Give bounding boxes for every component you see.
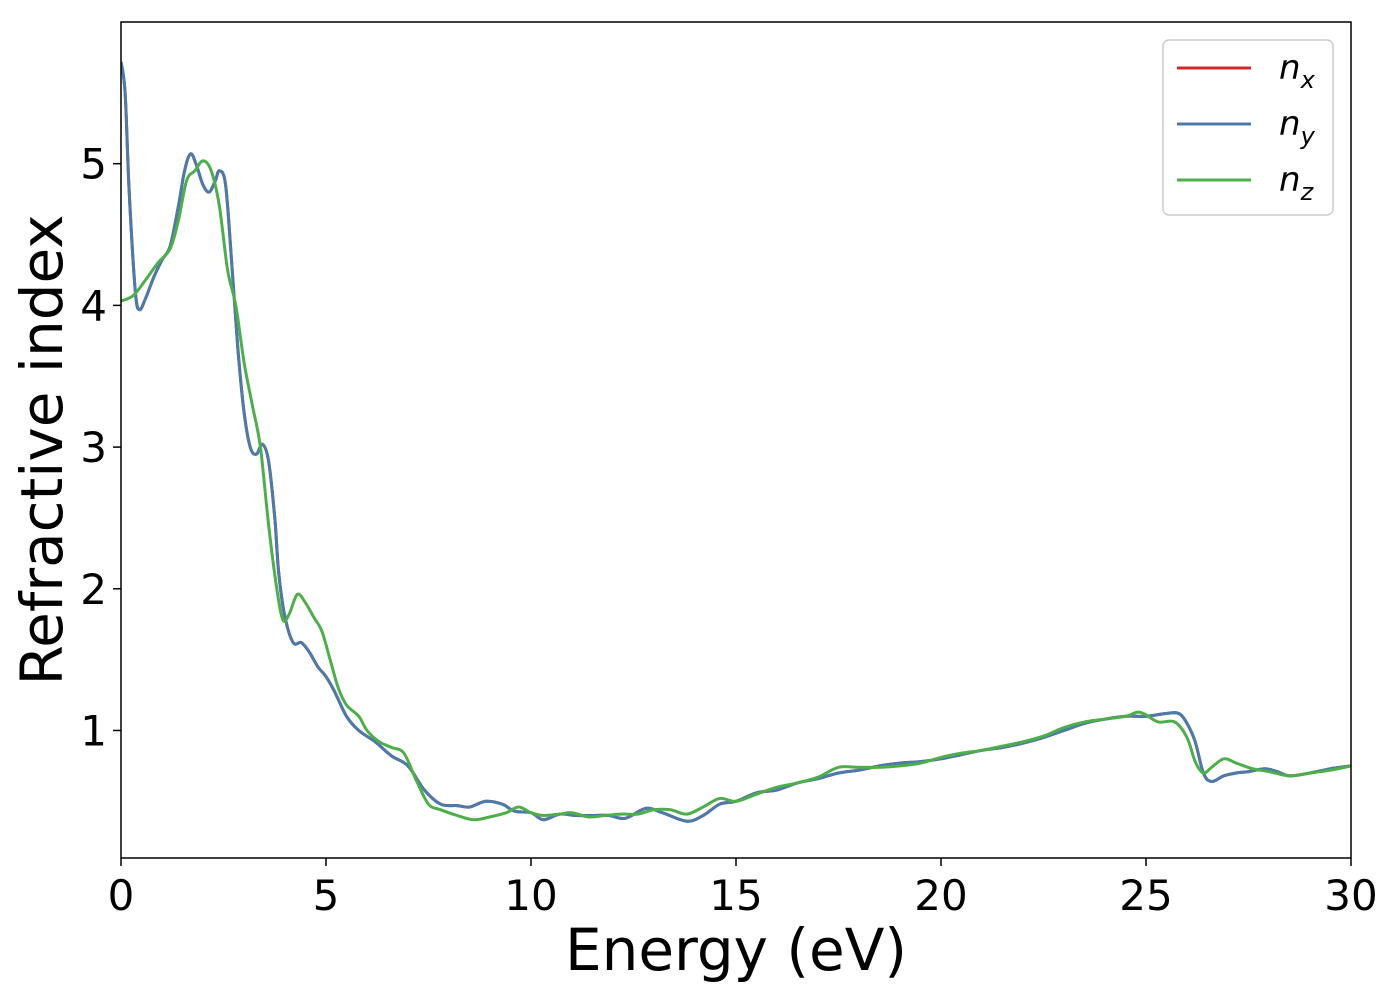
- legend-label: ny: [1279, 104, 1316, 150]
- series-lines: [121, 61, 1351, 823]
- x-tick-label: 30: [1324, 871, 1377, 920]
- y-axis-title: Refractive index: [8, 214, 76, 685]
- x-axis-ticks: 0 5 10 15 20 25 30: [108, 858, 1378, 920]
- x-axis-title: Energy (eV): [565, 916, 907, 984]
- series-line-nz: [121, 159, 1351, 822]
- y-tick-label: 4: [80, 281, 107, 330]
- y-tick-label: 3: [80, 423, 107, 472]
- y-axis-ticks: 1 2 3 4 5: [80, 140, 121, 755]
- legend-box: [1162, 39, 1334, 216]
- x-tick-label: 5: [313, 871, 340, 920]
- x-tick-label: 20: [914, 871, 967, 920]
- y-tick-label: 1: [80, 706, 107, 755]
- legend-label: nx: [1279, 48, 1316, 94]
- plot-frame: [120, 21, 1352, 859]
- x-tick-label: 0: [108, 871, 135, 920]
- y-tick-label: 2: [80, 565, 107, 614]
- x-tick-label: 15: [709, 871, 762, 920]
- x-tick-label: 10: [504, 871, 557, 920]
- x-tick-label: 25: [1119, 871, 1172, 920]
- y-tick-label: 5: [80, 140, 107, 189]
